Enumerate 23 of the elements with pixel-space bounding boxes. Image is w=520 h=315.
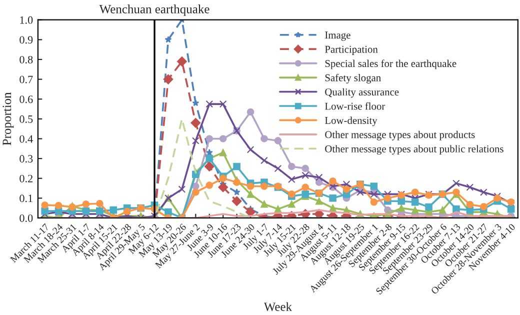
y-tick-label: 0.1 [20,194,32,202]
y-axis-title: Proportion [2,92,14,146]
y-tick-label: 0.2 [20,174,32,182]
legend-label: Low-density [324,116,378,126]
y-tick-label: 0.7 [20,76,33,84]
legend-label: Other message types about public relations [325,145,504,155]
y-tick-label: 0.4 [20,135,33,143]
y-tick-label: 0.0 [20,214,33,222]
x-axis-title: Week [264,302,292,312]
y-tick-label: 0.8 [20,56,33,64]
y-tick-label: 0.5 [20,115,33,123]
ref-line-label: Wenchuan earthquake [99,4,210,16]
y-tick-label: 1.0 [20,16,33,24]
legend-label: Quality assurance [325,88,399,98]
legend-label: Special sales for the earthquake [325,60,456,70]
legend-label: Participation [324,46,378,55]
legend-label: Other message types about products [325,130,475,140]
legend-label: Safety slogan [325,74,381,84]
y-tick-label: 0.3 [20,155,33,163]
y-tick-label: 0.9 [20,36,33,44]
legend-label: Low-rise floor [324,102,386,110]
y-tick-label: 0.6 [20,96,33,104]
legend-label: Image [325,32,350,41]
